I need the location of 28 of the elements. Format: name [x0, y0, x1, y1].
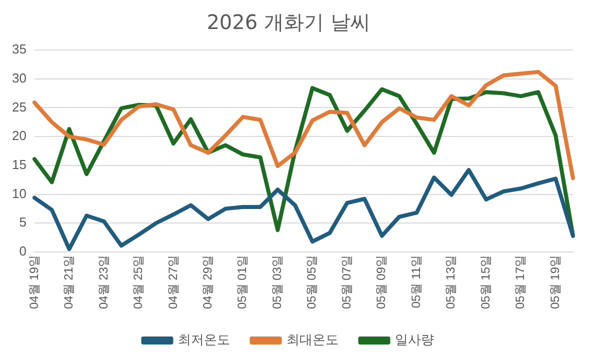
x-tick-label: 05월 19일 [548, 254, 562, 309]
x-tick-label: 05월 11일 [408, 254, 423, 308]
x-tick-label: 05월 05일 [304, 254, 319, 309]
y-tick-label: 35 [12, 42, 26, 57]
y-tick-label: 10 [12, 186, 26, 201]
x-tick-label: 05월 01일 [235, 254, 250, 309]
x-tick-label: 04월 23일 [96, 254, 110, 309]
x-tick-label: 05월 03일 [270, 254, 284, 309]
chart-title: 2026 개화기 날씨 [206, 10, 370, 34]
x-tick-label: 05월 09일 [374, 254, 388, 309]
y-tick-label: 15 [12, 156, 26, 172]
x-tick-label: 04월 25일 [131, 254, 146, 309]
y-tick-label: 0 [19, 244, 26, 259]
x-tick-label: 05월 13일 [444, 254, 458, 309]
y-tick-label: 30 [12, 70, 26, 86]
legend-label: 일사량 [394, 332, 434, 348]
y-tick-label: 25 [12, 99, 26, 114]
x-tick-label: 05월 07일 [339, 254, 354, 309]
y-tick-label: 5 [19, 214, 26, 230]
x-tick-label: 04월 27일 [166, 254, 180, 309]
x-tick-label: 05월 17일 [513, 254, 528, 309]
y-tick-label: 20 [12, 128, 26, 144]
legend-label: 최저온도 [178, 332, 230, 348]
x-tick-label: 04월 19일 [26, 254, 41, 309]
x-tick-label: 04월 21일 [62, 254, 76, 309]
x-tick-label: 05월 15일 [478, 254, 492, 309]
x-tick-label: 04월 29일 [200, 254, 214, 309]
legend-label: 최대온도 [286, 332, 338, 348]
